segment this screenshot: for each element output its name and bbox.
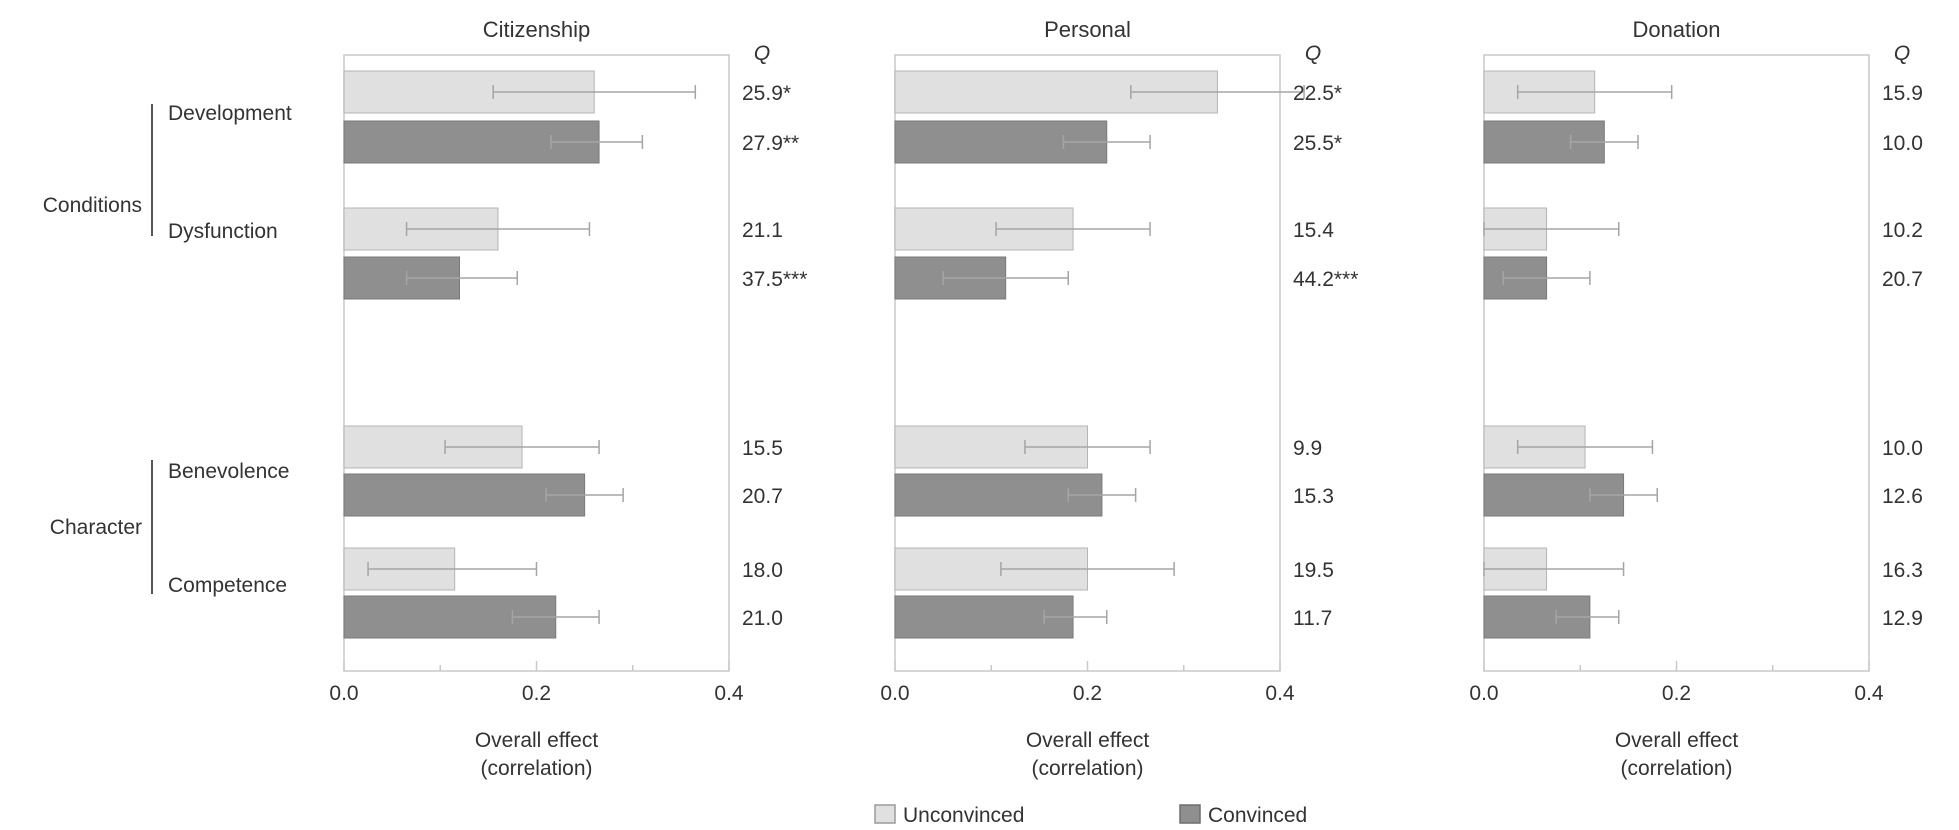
errorbar-dysfunction-convinced (405, 271, 518, 285)
x-axis-label-line1: Overall effect (1026, 729, 1149, 752)
errorbar-development-convinced (550, 135, 644, 149)
q-value-development-unconvinced: 15.9 (1882, 82, 1923, 105)
legend-swatch (874, 804, 896, 824)
q-value-competence-unconvinced: 19.5 (1293, 559, 1334, 582)
chart-panels: Citizenship Q 25.9* 27.9** 21.1 37.5*** 15.5 20… (329, 17, 1922, 780)
q-value-development-convinced: 27.9** (742, 132, 799, 155)
errorbar-competence-unconvinced (367, 562, 538, 576)
errorbar-dysfunction-convinced (1502, 271, 1591, 285)
q-value-benevolence-unconvinced: 10.0 (1882, 437, 1923, 460)
x-tick-label: 0.4 (1854, 682, 1884, 705)
x-tick-label: 0.0 (329, 682, 358, 705)
q-value-dysfunction-convinced: 37.5*** (742, 268, 807, 291)
x-tick-label: 0.2 (1073, 682, 1102, 705)
x-axis-label-line1: Overall effect (1615, 729, 1738, 752)
group-labels: Conditions Development Dysfunction Characte… (43, 102, 292, 597)
errorbar-dysfunction-unconvinced (995, 222, 1151, 236)
x-tick-label: 0.2 (1662, 682, 1691, 705)
q-value-dysfunction-unconvinced: 15.4 (1293, 219, 1334, 242)
panel-citizenship: Citizenship Q 25.9* 27.9** 21.1 37.5*** 15.5 20… (329, 17, 807, 780)
errorbar-benevolence-unconvinced (1516, 440, 1654, 454)
panel-title: Donation (1632, 17, 1720, 42)
category-label-benevolence: Benevolence (168, 460, 289, 483)
legend-item-convinced: Convinced (1179, 804, 1307, 827)
x-tick-label: 0.4 (714, 682, 744, 705)
q-value-dysfunction-unconvinced: 21.1 (742, 219, 783, 242)
q-value-competence-convinced: 11.7 (1293, 607, 1332, 630)
legend: Unconvinced Convinced (874, 804, 1307, 827)
errorbar-competence-convinced (1043, 610, 1108, 624)
q-value-benevolence-unconvinced: 15.5 (742, 437, 783, 460)
q-value-benevolence-convinced: 20.7 (742, 485, 783, 508)
q-value-competence-convinced: 12.9 (1882, 607, 1923, 630)
q-value-development-unconvinced: 25.9* (742, 82, 791, 105)
errorbar-competence-convinced (511, 610, 600, 624)
category-label-dysfunction: Dysfunction (168, 220, 278, 243)
panel-donation: Donation Q 15.9 10.0 10.2 20.7 10.0 12.6 16.3 12.… (1469, 17, 1922, 780)
category-label-competence: Competence (168, 574, 287, 597)
errorbar-benevolence-unconvinced (444, 440, 600, 454)
bar-benevolence-convinced (343, 473, 586, 517)
x-axis-label-line2: (correlation) (1620, 757, 1732, 780)
errorbar-development-unconvinced (1516, 85, 1673, 99)
q-value-competence-unconvinced: 18.0 (742, 559, 783, 582)
panel-title: Citizenship (483, 17, 591, 42)
q-header: Q (1305, 42, 1321, 65)
legend-label: Convinced (1208, 804, 1307, 827)
q-value-dysfunction-convinced: 44.2*** (1293, 268, 1358, 291)
q-value-competence-unconvinced: 16.3 (1882, 559, 1923, 582)
q-value-benevolence-convinced: 12.6 (1882, 485, 1923, 508)
x-tick-label: 0.0 (880, 682, 909, 705)
x-axis-label-line2: (correlation) (480, 757, 592, 780)
q-value-development-unconvinced: 22.5* (1293, 82, 1342, 105)
q-value-benevolence-unconvinced: 9.9 (1293, 437, 1322, 460)
q-value-development-convinced: 25.5* (1293, 132, 1342, 155)
q-value-benevolence-convinced: 15.3 (1293, 485, 1334, 508)
q-header: Q (754, 42, 770, 65)
q-value-competence-convinced: 21.0 (742, 607, 783, 630)
bar-benevolence-convinced (894, 473, 1103, 517)
x-tick-label: 0.4 (1265, 682, 1295, 705)
panel-personal: Personal Q 22.5* 25.5* 15.4 44.2*** 9.9 15.3 19.… (880, 17, 1358, 780)
errorbar-development-unconvinced (1130, 85, 1305, 99)
q-value-dysfunction-convinced: 20.7 (1882, 268, 1923, 291)
errorbar-benevolence-convinced (545, 488, 624, 502)
group-label-character: Character (50, 516, 142, 539)
panel-title: Personal (1044, 17, 1131, 42)
legend-swatch (1179, 804, 1201, 824)
errorbar-development-unconvinced (492, 85, 697, 99)
errorbar-dysfunction-convinced (942, 271, 1069, 285)
q-header: Q (1894, 42, 1910, 65)
legend-label: Unconvinced (903, 804, 1024, 827)
x-axis-label-line2: (correlation) (1031, 757, 1143, 780)
errorbar-competence-convinced (1555, 610, 1620, 624)
errorbar-competence-unconvinced (1483, 562, 1625, 576)
category-label-development: Development (168, 102, 292, 125)
errorbar-dysfunction-unconvinced (1483, 222, 1620, 236)
errorbar-benevolence-convinced (1589, 488, 1658, 502)
legend-item-unconvinced: Unconvinced (874, 804, 1024, 827)
errorbar-development-convinced (1569, 135, 1639, 149)
errorbar-benevolence-convinced (1067, 488, 1137, 502)
q-value-development-convinced: 10.0 (1882, 132, 1923, 155)
errorbar-benevolence-unconvinced (1024, 440, 1151, 454)
x-tick-label: 0.2 (522, 682, 551, 705)
errorbar-development-convinced (1062, 135, 1151, 149)
errorbar-dysfunction-unconvinced (405, 222, 591, 236)
errorbar-competence-unconvinced (1000, 562, 1175, 576)
q-value-dysfunction-unconvinced: 10.2 (1882, 219, 1923, 242)
x-tick-label: 0.0 (1469, 682, 1498, 705)
x-axis-label-line1: Overall effect (475, 729, 598, 752)
group-label-conditions: Conditions (43, 194, 142, 217)
